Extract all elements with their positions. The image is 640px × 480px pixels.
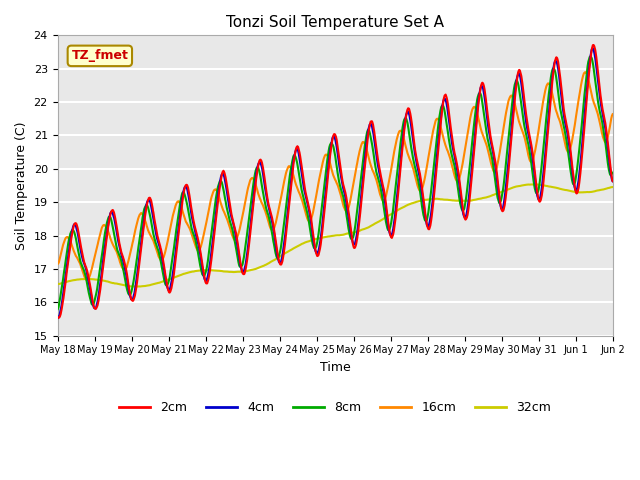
Title: Tonzi Soil Temperature Set A: Tonzi Soil Temperature Set A [226,15,444,30]
X-axis label: Time: Time [320,361,351,374]
Y-axis label: Soil Temperature (C): Soil Temperature (C) [15,121,28,250]
Text: TZ_fmet: TZ_fmet [72,49,128,62]
Legend: 2cm, 4cm, 8cm, 16cm, 32cm: 2cm, 4cm, 8cm, 16cm, 32cm [114,396,556,419]
